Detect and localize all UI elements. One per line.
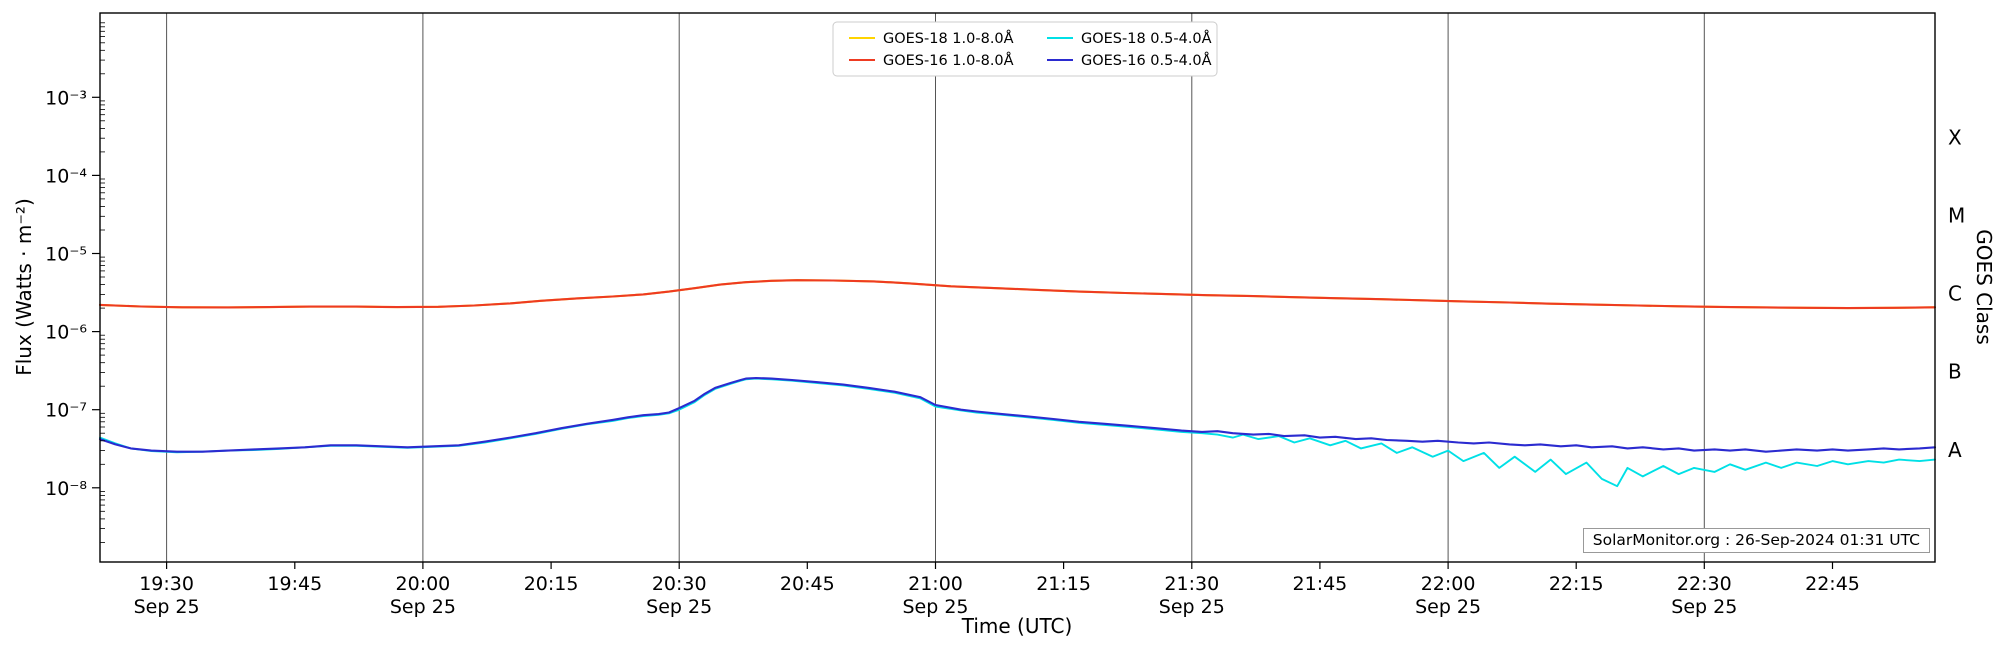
x-date-label: Sep 25 xyxy=(1415,596,1481,618)
legend-label-goes18-long: GOES-18 1.0-8.0Å xyxy=(883,30,1014,47)
x-date-label: Sep 25 xyxy=(902,596,968,618)
series-line-goes16-short xyxy=(98,376,1937,453)
x-date-label: Sep 25 xyxy=(134,596,200,618)
x-tick-label: 22:15 xyxy=(1549,573,1604,595)
x-tick-label: 21:45 xyxy=(1293,573,1348,595)
y-tick-label: 10⁻⁷ xyxy=(45,400,87,422)
x-tick-label: 19:45 xyxy=(267,573,322,595)
legend-label-goes16-long: GOES-16 1.0-8.0Å xyxy=(883,52,1014,69)
legend-label-goes16-short: GOES-16 0.5-4.0Å xyxy=(1081,52,1212,69)
goes-class-label-c: C xyxy=(1948,282,1962,306)
y-tick-label: 10⁻⁴ xyxy=(45,165,87,187)
goes-class-label-x: X xyxy=(1948,125,1962,149)
right-axis-title: GOES Class xyxy=(1972,229,1996,345)
x-date-label: Sep 25 xyxy=(390,596,456,618)
goes-class-label-b: B xyxy=(1948,360,1962,384)
y-axis-title: Flux (Watts · m⁻²) xyxy=(12,198,36,376)
goes-class-label-a: A xyxy=(1948,438,1962,462)
x-tick-label: 20:45 xyxy=(780,573,835,595)
x-tick-label: 21:30 xyxy=(1164,573,1219,595)
plot-border xyxy=(99,12,1936,563)
series-line-goes18-long xyxy=(98,279,1937,310)
y-tick-label: 10⁻⁸ xyxy=(45,478,87,500)
x-date-label: Sep 25 xyxy=(646,596,712,618)
series-line-goes16-long xyxy=(98,279,1937,310)
y-tick-label: 10⁻⁶ xyxy=(45,322,87,344)
legend-label-goes18-short: GOES-18 0.5-4.0Å xyxy=(1081,30,1212,47)
x-date-label: Sep 25 xyxy=(1671,596,1737,618)
watermark: SolarMonitor.org : 26-Sep-2024 01:31 UTC xyxy=(1582,528,1930,553)
goes-class-label-m: M xyxy=(1948,203,1965,227)
x-tick-label: 19:30 xyxy=(139,573,194,595)
x-axis-title: Time (UTC) xyxy=(961,614,1073,638)
y-tick-label: 10⁻³ xyxy=(45,87,87,109)
x-tick-label: 22:45 xyxy=(1805,573,1860,595)
legend-box xyxy=(832,21,1218,77)
x-tick-label: 22:00 xyxy=(1421,573,1476,595)
series-line-goes18-short xyxy=(99,377,1936,488)
x-tick-label: 20:30 xyxy=(652,573,707,595)
x-tick-label: 21:15 xyxy=(1036,573,1091,595)
x-tick-label: 21:00 xyxy=(908,573,963,595)
x-tick-label: 20:15 xyxy=(524,573,579,595)
x-tick-label: 22:30 xyxy=(1677,573,1732,595)
x-tick-label: 20:00 xyxy=(396,573,451,595)
x-date-label: Sep 25 xyxy=(1159,596,1225,618)
y-tick-label: 10⁻⁵ xyxy=(45,244,87,266)
